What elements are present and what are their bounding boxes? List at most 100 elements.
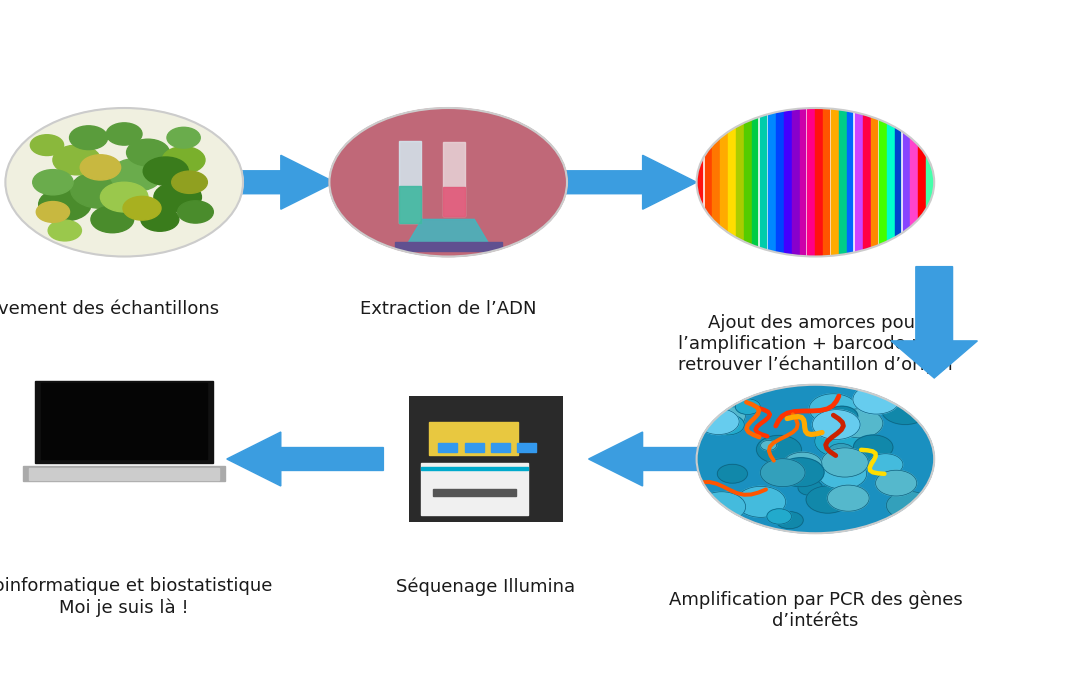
Bar <box>704 108 714 256</box>
Circle shape <box>853 435 893 460</box>
Circle shape <box>826 406 858 426</box>
Circle shape <box>868 454 903 475</box>
Circle shape <box>760 459 805 487</box>
Bar <box>839 108 850 256</box>
Bar <box>823 108 829 256</box>
Circle shape <box>783 458 804 470</box>
Bar <box>409 396 564 522</box>
Bar <box>863 108 874 256</box>
Bar <box>918 108 928 256</box>
Circle shape <box>701 494 743 521</box>
Circle shape <box>80 155 121 180</box>
Circle shape <box>828 443 854 460</box>
Circle shape <box>172 171 207 194</box>
Circle shape <box>756 435 801 464</box>
Bar <box>760 108 767 256</box>
Circle shape <box>140 207 179 232</box>
Bar <box>847 108 852 256</box>
Circle shape <box>329 108 567 256</box>
Bar <box>421 467 528 470</box>
Bar <box>29 468 219 480</box>
Circle shape <box>737 487 786 517</box>
Circle shape <box>698 408 739 435</box>
Bar <box>808 108 814 256</box>
Circle shape <box>822 448 868 477</box>
Circle shape <box>798 480 823 495</box>
Bar <box>517 443 536 452</box>
Text: Ajout des amorces pour
l’amplification + barcode pour
retrouver l’échantillon d’: Ajout des amorces pour l’amplification +… <box>678 314 953 374</box>
Bar <box>400 142 421 223</box>
Bar <box>41 383 207 459</box>
Polygon shape <box>535 155 697 209</box>
Circle shape <box>106 123 143 145</box>
Bar <box>927 108 934 256</box>
Circle shape <box>783 452 822 477</box>
Circle shape <box>717 464 747 483</box>
Bar <box>728 108 739 256</box>
Circle shape <box>698 492 745 522</box>
Polygon shape <box>211 155 335 209</box>
Circle shape <box>123 196 161 220</box>
Circle shape <box>154 182 201 212</box>
Text: Extraction de l’ADN: Extraction de l’ADN <box>360 300 537 319</box>
Bar <box>24 466 226 481</box>
Circle shape <box>162 146 205 173</box>
Circle shape <box>167 128 200 148</box>
Bar <box>879 108 887 256</box>
Circle shape <box>697 108 934 256</box>
Bar <box>400 186 421 223</box>
Circle shape <box>827 485 869 511</box>
Bar <box>737 108 744 256</box>
Polygon shape <box>891 267 977 378</box>
Bar <box>903 108 910 256</box>
Circle shape <box>760 440 777 450</box>
Circle shape <box>809 394 858 424</box>
Bar <box>438 443 458 452</box>
Circle shape <box>775 512 804 529</box>
Bar <box>855 108 864 256</box>
Text: Prélèvement des échantillons: Prélèvement des échantillons <box>0 300 219 319</box>
Circle shape <box>30 135 64 155</box>
Circle shape <box>37 202 69 222</box>
Circle shape <box>887 491 931 519</box>
Circle shape <box>853 385 900 414</box>
Circle shape <box>177 201 213 223</box>
Text: Séquenage Illumina: Séquenage Illumina <box>396 577 576 595</box>
Bar <box>784 108 794 256</box>
Bar <box>832 108 839 256</box>
Circle shape <box>5 108 243 256</box>
Bar <box>697 108 702 256</box>
Circle shape <box>819 459 866 489</box>
Bar <box>429 422 518 455</box>
Circle shape <box>712 414 744 435</box>
Polygon shape <box>589 432 713 486</box>
Circle shape <box>814 425 865 457</box>
Circle shape <box>876 470 917 496</box>
Text: Amplification par PCR des gènes
d’intérêts: Amplification par PCR des gènes d’intérê… <box>669 591 962 630</box>
Circle shape <box>126 139 170 166</box>
Bar <box>395 242 501 250</box>
Bar <box>799 108 805 256</box>
Bar <box>421 463 528 514</box>
Bar <box>870 108 877 256</box>
Circle shape <box>49 220 81 241</box>
Circle shape <box>110 159 162 191</box>
Bar <box>768 108 775 256</box>
Bar <box>444 187 464 216</box>
Polygon shape <box>406 219 490 246</box>
Circle shape <box>812 410 860 439</box>
Circle shape <box>32 169 73 195</box>
Circle shape <box>836 409 882 438</box>
Circle shape <box>724 394 745 407</box>
Bar <box>792 108 799 256</box>
Circle shape <box>91 206 134 233</box>
Bar <box>815 108 826 256</box>
Circle shape <box>5 108 243 256</box>
Circle shape <box>735 399 760 414</box>
Circle shape <box>144 157 188 185</box>
Bar <box>713 108 720 256</box>
Bar <box>35 381 214 463</box>
Bar <box>775 108 785 256</box>
Bar <box>744 108 752 256</box>
Circle shape <box>697 385 934 533</box>
